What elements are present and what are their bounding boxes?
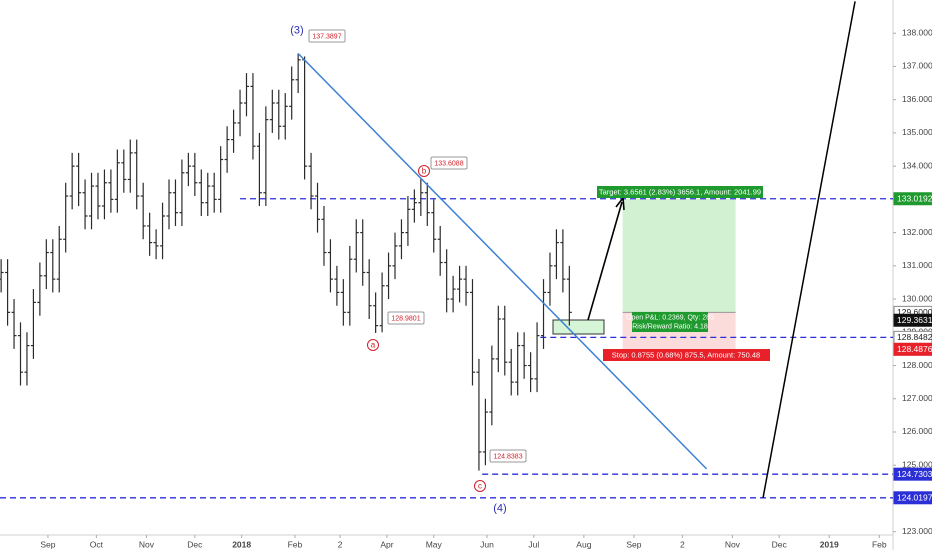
price-label-bg (893, 342, 932, 356)
target-zone (622, 198, 736, 313)
x-tick-label: 2018 (232, 539, 251, 549)
price-label: 128.8482 (897, 332, 932, 342)
callout-text: 128.9801 (391, 315, 420, 322)
callout-box (489, 449, 527, 463)
x-tick-label: Apr (380, 539, 393, 549)
x-tick-label: Aug (576, 539, 591, 549)
wave-circle (474, 480, 486, 492)
trend-line (297, 52, 708, 470)
callout-box (387, 311, 425, 325)
stop-label: Stop: 0.8755 (0.68%) 875.5, Amount: 750.… (612, 350, 760, 359)
x-tick-label: Feb (288, 539, 303, 549)
y-tick-label: 130.0000 (902, 293, 932, 303)
stop-label-bg (603, 349, 770, 361)
y-tick-label: 128.0000 (902, 360, 932, 370)
y-tick-label: 136.0000 (902, 94, 932, 104)
x-tick-label: Jun (480, 539, 494, 549)
wave-label: c (478, 482, 482, 491)
pnl-label-bg (632, 312, 708, 332)
y-tick-label: 126.0000 (902, 426, 932, 436)
y-tick-label: 127.0000 (902, 393, 932, 403)
y-tick-label: 134.0000 (902, 160, 932, 170)
target-label-bg (597, 186, 763, 198)
price-label-bg (893, 313, 932, 327)
y-tick-label: 138.0000 (902, 27, 932, 37)
x-tick-label: Nov (725, 539, 741, 549)
price-label-bg (893, 467, 932, 481)
arrow-shaft (587, 201, 623, 321)
callout-box (430, 156, 468, 170)
price-label-bg (893, 192, 932, 206)
y-tick-label: 135.0000 (902, 127, 932, 137)
price-label: 133.0192 (897, 193, 932, 203)
callout-box (308, 29, 346, 43)
y-tick-label: 131.0000 (902, 260, 932, 270)
price-label: 128.4876 (897, 344, 932, 354)
callout-text: 137.3897 (312, 33, 341, 40)
x-tick-label: Feb (872, 539, 887, 549)
y-tick-label: 137.0000 (902, 61, 932, 71)
x-tick-label: Jul (528, 539, 539, 549)
x-tick-label: May (426, 539, 443, 549)
callout-text: 133.6088 (434, 160, 463, 167)
wave-circle (418, 165, 430, 177)
wave-label: a (371, 341, 376, 350)
wave-label: b (422, 167, 427, 176)
trend-line (762, 1, 856, 498)
x-tick-label: 2019 (820, 539, 839, 549)
wave-label: (4) (493, 502, 506, 514)
x-tick-label: Sep (626, 539, 641, 549)
pnl-label: Open P&L: 0.2369, Qty: 285 (626, 314, 714, 321)
callout-text: 124.8383 (493, 453, 522, 460)
x-tick-label: Sep (40, 539, 55, 549)
target-label: Target: 3.6561 (2.83%) 3656.1, Amount: 2… (599, 187, 761, 196)
price-label: 124.7303 (897, 469, 932, 479)
x-tick-label: Dec (772, 539, 788, 549)
y-tick-label: 132.0000 (902, 227, 932, 237)
x-tick-label: Dec (187, 539, 203, 549)
wave-label: (3) (290, 24, 303, 36)
x-tick-label: Oct (90, 539, 104, 549)
wave-circle (367, 339, 379, 351)
x-tick-label: Nov (139, 539, 155, 549)
x-tick-label: 2 (680, 539, 685, 549)
entry-zone (552, 319, 605, 335)
y-tick-label: 125.0000 (902, 459, 932, 469)
price-label: 129.3631 (897, 315, 932, 325)
x-tick-label: 2 (338, 539, 343, 549)
price-label: 129.6000 (897, 307, 932, 317)
y-tick-label: 123.0000 (902, 526, 932, 536)
price-label: 124.0197 (897, 493, 932, 503)
price-label-bg (893, 491, 932, 505)
rr-label: Risk/Reward Ratio: 4.18 (632, 323, 708, 330)
